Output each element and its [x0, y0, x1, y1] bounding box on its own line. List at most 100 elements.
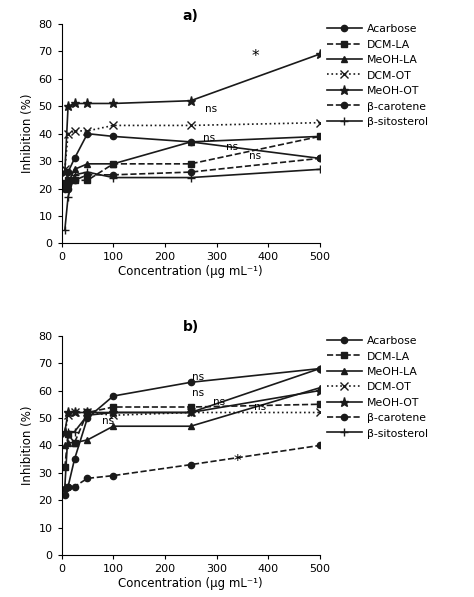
β-carotene — [317, 442, 323, 449]
MeOH-LA — [84, 160, 90, 167]
MeOH-LA — [110, 160, 116, 167]
β-sitosterol — [188, 174, 193, 181]
Acarbose — [188, 139, 193, 146]
Acarbose — [317, 365, 323, 372]
Acarbose — [188, 378, 193, 386]
Acarbose — [65, 483, 71, 490]
DCM-LA — [110, 404, 116, 411]
β-carotene — [317, 155, 323, 162]
β-sitosterol — [62, 483, 68, 490]
DCM-LA — [65, 431, 71, 438]
β-sitosterol — [72, 171, 77, 179]
Acarbose — [110, 392, 116, 399]
β-sitosterol — [62, 226, 68, 233]
MeOH-OT — [72, 100, 77, 107]
MeOH-LA — [62, 182, 68, 189]
Line: β-carotene: β-carotene — [62, 155, 323, 192]
MeOH-LA — [110, 423, 116, 430]
β-carotene — [62, 185, 68, 192]
DCM-LA — [317, 133, 323, 140]
MeOH-OT — [84, 100, 90, 107]
Text: ns: ns — [205, 104, 218, 114]
DCM-OT — [188, 122, 193, 129]
Line: MeOH-OT: MeOH-OT — [60, 386, 324, 436]
DCM-LA — [188, 404, 193, 411]
β-carotene — [188, 168, 193, 176]
DCM-OT — [84, 409, 90, 416]
MeOH-OT — [317, 51, 323, 58]
Legend: Acarbose, DCM-LA, MeOH-LA, DCM-OT, MeOH-OT, β-carotene, β-sitosterol: Acarbose, DCM-LA, MeOH-LA, DCM-OT, MeOH-… — [323, 20, 432, 131]
MeOH-OT — [72, 409, 77, 416]
MeOH-OT — [110, 409, 116, 416]
DCM-LA — [62, 180, 68, 187]
DCM-OT — [84, 127, 90, 134]
β-carotene — [72, 177, 77, 184]
Text: *: * — [251, 50, 259, 64]
β-sitosterol — [72, 428, 77, 435]
Acarbose — [110, 133, 116, 140]
MeOH-LA — [84, 436, 90, 444]
Acarbose — [65, 168, 71, 176]
X-axis label: Concentration (μg mL⁻¹): Concentration (μg mL⁻¹) — [118, 265, 263, 278]
DCM-LA — [317, 401, 323, 408]
DCM-OT — [317, 119, 323, 126]
DCM-LA — [72, 439, 77, 447]
DCM-OT — [188, 409, 193, 416]
MeOH-LA — [188, 423, 193, 430]
β-carotene — [65, 185, 71, 192]
DCM-LA — [65, 177, 71, 184]
MeOH-OT — [62, 428, 68, 435]
β-sitosterol — [84, 168, 90, 176]
Text: ns: ns — [192, 372, 204, 382]
Y-axis label: Inhibition (%): Inhibition (%) — [21, 94, 34, 173]
β-sitosterol — [65, 428, 71, 435]
DCM-OT — [110, 122, 116, 129]
Text: ns: ns — [255, 402, 266, 412]
β-carotene — [110, 171, 116, 179]
β-carotene — [65, 483, 71, 490]
β-carotene — [84, 475, 90, 482]
MeOH-LA — [65, 439, 71, 447]
Line: DCM-LA: DCM-LA — [62, 133, 323, 186]
Title: a): a) — [183, 9, 199, 23]
DCM-OT — [317, 409, 323, 416]
DCM-OT — [72, 127, 77, 134]
DCM-LA — [62, 464, 68, 471]
MeOH-LA — [72, 166, 77, 173]
DCM-LA — [110, 160, 116, 167]
MeOH-OT — [317, 387, 323, 394]
DCM-LA — [84, 409, 90, 416]
Acarbose — [84, 130, 90, 137]
DCM-OT — [72, 409, 77, 416]
β-sitosterol — [110, 174, 116, 181]
Text: ns: ns — [192, 388, 204, 398]
Line: MeOH-OT: MeOH-OT — [60, 50, 324, 177]
Text: ns: ns — [213, 396, 225, 407]
Text: *: * — [233, 454, 241, 469]
β-carotene — [72, 483, 77, 490]
DCM-OT — [65, 412, 71, 419]
Acarbose — [72, 155, 77, 162]
MeOH-LA — [72, 439, 77, 447]
Y-axis label: Inhibition (%): Inhibition (%) — [21, 406, 34, 485]
Text: ns: ns — [203, 133, 215, 143]
MeOH-OT — [65, 409, 71, 416]
Acarbose — [62, 182, 68, 189]
Line: MeOH-LA: MeOH-LA — [62, 384, 323, 448]
DCM-OT — [62, 431, 68, 438]
β-carotene — [188, 461, 193, 468]
Line: DCM-OT: DCM-OT — [61, 119, 324, 173]
MeOH-OT — [65, 103, 71, 110]
Line: DCM-OT: DCM-OT — [61, 409, 324, 438]
DCM-OT — [65, 130, 71, 137]
Text: ns: ns — [102, 416, 114, 426]
Line: Acarbose: Acarbose — [62, 365, 323, 498]
β-carotene — [84, 171, 90, 179]
DCM-LA — [72, 177, 77, 184]
Acarbose — [62, 491, 68, 498]
DCM-LA — [188, 160, 193, 167]
β-sitosterol — [84, 412, 90, 419]
MeOH-LA — [62, 442, 68, 449]
Line: MeOH-LA: MeOH-LA — [62, 133, 323, 189]
MeOH-LA — [317, 133, 323, 140]
